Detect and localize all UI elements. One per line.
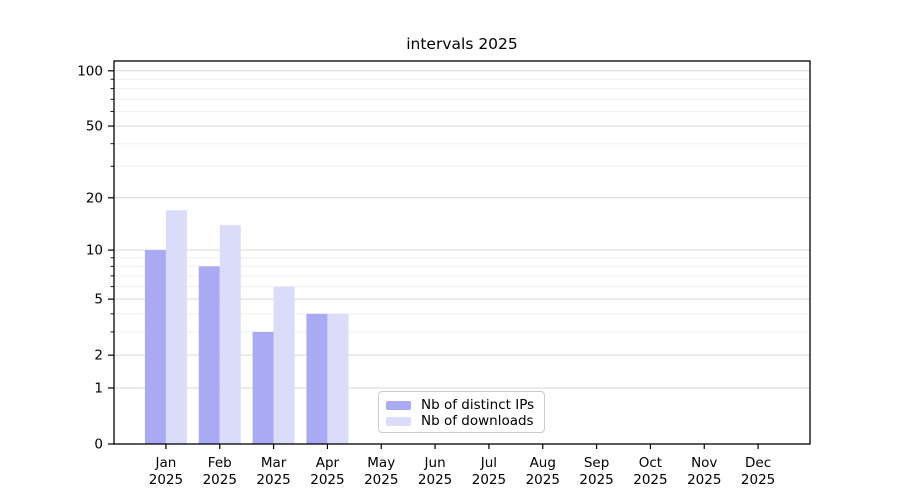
x-tick-label-month: Aug xyxy=(530,455,556,471)
x-tick-label-year: 2025 xyxy=(687,472,721,488)
x-tick-label-year: 2025 xyxy=(364,472,398,488)
bar-jan-distinct-ips xyxy=(144,250,166,444)
chart-title: intervals 2025 xyxy=(406,35,518,53)
x-tick-label-month: Mar xyxy=(261,455,287,471)
x-tick-label-year: 2025 xyxy=(472,472,506,488)
x-tick-label-month: Dec xyxy=(745,455,771,471)
y-tick-label: 5 xyxy=(94,292,103,308)
y-tick-label: 20 xyxy=(86,190,103,206)
y-tick-label: 10 xyxy=(86,243,103,259)
x-tick-label-year: 2025 xyxy=(203,472,237,488)
legend-label-downloads: Nb of downloads xyxy=(421,413,534,429)
x-tick-label-year: 2025 xyxy=(741,472,775,488)
x-tick-label-month: Apr xyxy=(316,455,340,471)
x-tick-label-month: Jun xyxy=(424,455,446,471)
x-tick-label-month: Oct xyxy=(639,455,662,471)
x-tick-label-year: 2025 xyxy=(418,472,452,488)
legend-item-downloads: Nb of downloads xyxy=(386,413,536,429)
legend-label-distinct-ips: Nb of distinct IPs xyxy=(421,397,535,413)
y-tick-label: 50 xyxy=(86,119,103,135)
y-tick-label: 1 xyxy=(94,380,103,396)
x-tick-label-month: Nov xyxy=(691,455,717,471)
x-tick-label-month: Jul xyxy=(480,455,497,471)
x-tick-label-month: Sep xyxy=(584,455,609,471)
bar-mar-distinct-ips xyxy=(252,331,274,444)
legend: Nb of distinct IPs Nb of downloads xyxy=(378,391,545,433)
x-tick-label-year: 2025 xyxy=(149,472,183,488)
x-tick-label-year: 2025 xyxy=(310,472,344,488)
legend-swatch-distinct-ips xyxy=(386,400,411,410)
legend-swatch-downloads xyxy=(386,416,411,426)
bar-feb-distinct-ips xyxy=(198,266,220,444)
x-tick-label-year: 2025 xyxy=(526,472,560,488)
bar-mar-downloads xyxy=(273,286,295,444)
legend-item-distinct-ips: Nb of distinct IPs xyxy=(386,397,536,413)
x-tick-label-year: 2025 xyxy=(633,472,667,488)
y-tick-label: 100 xyxy=(77,63,103,79)
bar-jan-downloads xyxy=(165,210,187,444)
x-tick-label-month: Feb xyxy=(208,455,232,471)
y-tick-label: 0 xyxy=(94,437,103,453)
bar-apr-downloads xyxy=(327,313,349,444)
bar-apr-distinct-ips xyxy=(306,313,328,444)
x-tick-label-year: 2025 xyxy=(256,472,290,488)
bar-feb-downloads xyxy=(219,225,241,444)
x-tick-label-month: Jan xyxy=(155,455,177,471)
x-tick-label-year: 2025 xyxy=(579,472,613,488)
y-tick-label: 2 xyxy=(94,348,103,364)
plot-border xyxy=(113,60,811,445)
x-tick-label-month: May xyxy=(367,455,395,471)
